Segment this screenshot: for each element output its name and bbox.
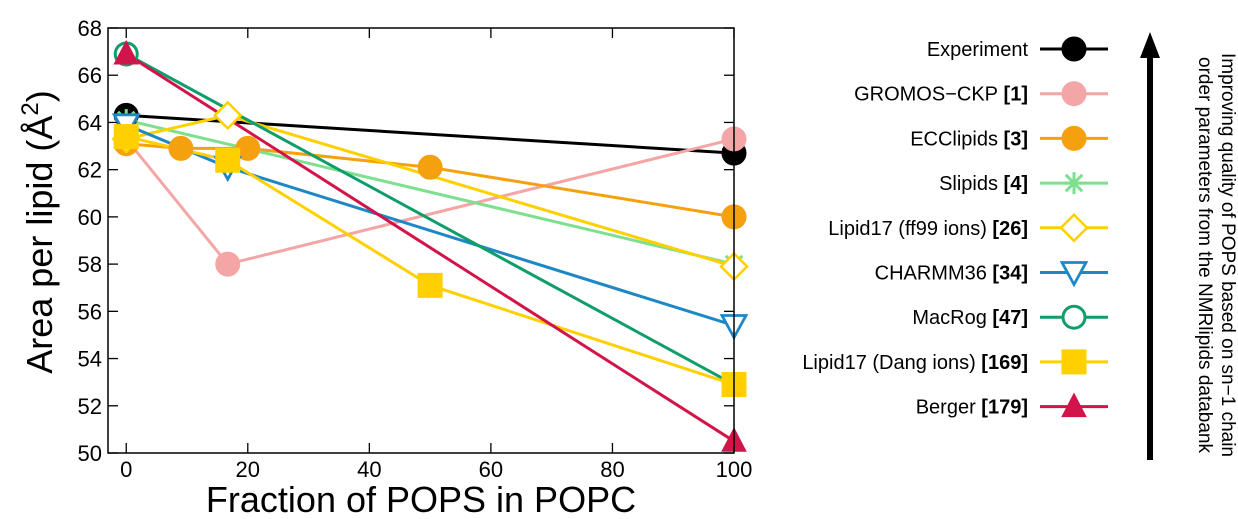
data-point-ecclipids [417, 154, 443, 180]
quality-arrow [1140, 32, 1160, 460]
x-tick-label: 40 [357, 457, 381, 482]
legend-reference: [4] [998, 173, 1028, 195]
data-point-lipid17-dang-ions [113, 124, 139, 150]
legend-item-charmm36: CHARMM36 [34] [875, 261, 1108, 288]
legend-label: Slipids [4] [939, 173, 1028, 195]
y-tick-label: 52 [78, 394, 102, 419]
y-axis-title-superscript: 2 [17, 102, 44, 115]
quality-annotation-line1: Improving quality of POPS based on sn−1 … [1217, 53, 1238, 457]
legend-series-name: Slipids [939, 173, 998, 195]
legend-series-name: Lipid17 (Dang ions) [802, 352, 975, 374]
legend-marker-sample [1061, 81, 1087, 107]
legend-series-name: Lipid17 (ff99 ions) [828, 218, 987, 240]
x-tick-label: 100 [716, 457, 753, 482]
legend-reference: [34] [987, 263, 1028, 285]
x-tick-label: 20 [236, 457, 260, 482]
legend-marker-sample [1061, 304, 1087, 330]
data-point-lipid17-dang-ions [417, 272, 443, 298]
legend-marker-sample [1061, 36, 1087, 62]
legend-reference: [179] [976, 397, 1028, 419]
data-point-lipid17-dang-ions [215, 147, 241, 173]
data-point-ecclipids [168, 135, 194, 161]
legend-marker-sample [1061, 392, 1087, 418]
svg-text:Area per lipid (Å2): Area per lipid (Å2) [17, 90, 60, 373]
legend-marker-sample [1063, 172, 1085, 195]
y-tick-label: 62 [78, 158, 102, 183]
legend-marker-sample [1061, 349, 1087, 375]
legend-label: Experiment [927, 39, 1029, 61]
legend-label: Berger [179] [916, 397, 1028, 419]
legend-item-experiment: Experiment [927, 36, 1108, 62]
x-tick-label: 60 [479, 457, 503, 482]
y-tick-label: 54 [78, 347, 102, 372]
legend-series-name: Experiment [927, 39, 1029, 61]
legend-reference: [47] [987, 307, 1028, 329]
legend-label: Lipid17 (ff99 ions) [26] [828, 218, 1028, 240]
plot-frame [107, 27, 735, 454]
legend-marker-sample [1059, 213, 1089, 243]
x-tick-label: 0 [120, 457, 132, 482]
y-tick-label: 50 [78, 441, 102, 466]
quality-annotation: Improving quality of POPS based on sn−1 … [1194, 53, 1238, 457]
y-tick-label: 58 [78, 252, 102, 277]
quality-annotation-line2: order parameters from the NMRlipids data… [1194, 57, 1215, 454]
y-tick-label: 60 [78, 205, 102, 230]
y-tick-label: 56 [78, 299, 102, 324]
y-tick-label: 66 [78, 63, 102, 88]
legend-item-slipids: Slipids [4] [939, 172, 1108, 195]
legend-label: GROMOS−CKP [1] [854, 84, 1028, 106]
legend-label: ECClipids [3] [910, 128, 1028, 150]
legend-marker-sample [1059, 261, 1089, 288]
legend-label: CHARMM36 [34] [875, 263, 1028, 285]
legend-reference: [3] [998, 128, 1028, 150]
series-line-macrog [125, 52, 734, 386]
y-axis-title: Area per lipid (Å2) [17, 90, 60, 373]
series-line-slipids [125, 118, 734, 266]
legend-series-name: Berger [916, 397, 976, 419]
y-axis-title-close: ) [19, 90, 60, 102]
y-axis-title-main: Area per lipid (Å [19, 116, 60, 374]
legend-reference: [1] [998, 84, 1028, 106]
legend-item-lipid17-dang-ions: Lipid17 (Dang ions) [169] [802, 349, 1108, 375]
legend-item-ecclipids: ECClipids [3] [910, 125, 1108, 151]
y-tick-label: 68 [78, 16, 102, 41]
data-point-gromos-ckp [215, 251, 241, 277]
legend-series-name: CHARMM36 [875, 263, 987, 285]
x-axis-title: Fraction of POPS in POPC [206, 479, 636, 519]
legend-reference: [26] [987, 218, 1028, 240]
legend-label: MacRog [47] [912, 307, 1028, 329]
quality-arrow-head [1140, 32, 1160, 58]
legend-label: Lipid17 (Dang ions) [169] [802, 352, 1028, 374]
legend-item-gromos-ckp: GROMOS−CKP [1] [854, 81, 1108, 107]
legend-series-name: ECClipids [910, 128, 998, 150]
legend-item-berger: Berger [179] [916, 392, 1108, 419]
legend-reference: [169] [976, 352, 1028, 374]
y-tick-label: 64 [78, 110, 102, 135]
legend-marker-sample [1061, 125, 1087, 151]
data-point-lipid17-ff99-ions [212, 100, 243, 131]
legend-series-name: MacRog [912, 307, 986, 329]
legend-item-macrog: MacRog [47] [912, 304, 1108, 330]
legend-item-lipid17-ff99-ions: Lipid17 (ff99 ions) [26] [828, 213, 1108, 243]
legend-series-name: GROMOS−CKP [854, 84, 998, 106]
data-point-berger [113, 39, 140, 65]
x-tick-label: 80 [600, 457, 624, 482]
